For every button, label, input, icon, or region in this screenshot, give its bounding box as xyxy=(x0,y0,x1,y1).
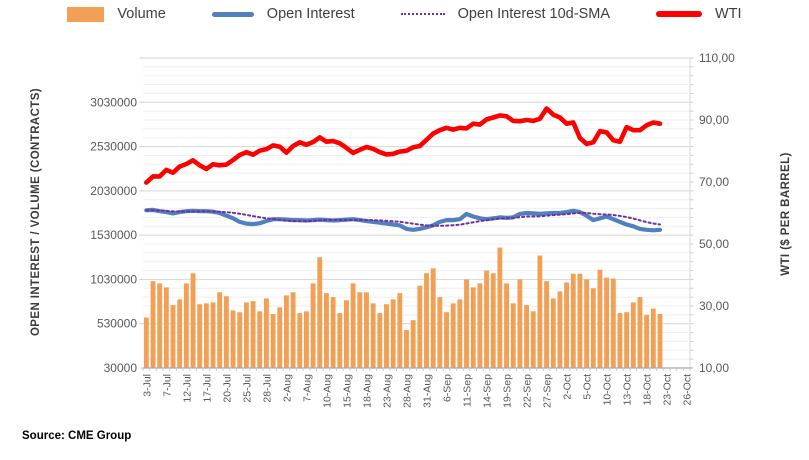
svg-text:1030000: 1030000 xyxy=(90,272,137,286)
svg-text:110,00: 110,00 xyxy=(699,51,735,65)
legend-item-open-interest: Open Interest xyxy=(211,6,355,22)
svg-text:17-Jul: 17-Jul xyxy=(201,374,213,403)
svg-text:7-Aug: 7-Aug xyxy=(301,374,313,402)
svg-text:18-Oct: 18-Oct xyxy=(642,374,654,406)
svg-text:2030000: 2030000 xyxy=(90,184,137,198)
svg-text:19-Sep: 19-Sep xyxy=(502,374,514,408)
svg-text:31-Aug: 31-Aug xyxy=(422,374,434,408)
svg-text:6-Sep: 6-Sep xyxy=(442,374,454,402)
svg-text:2-Aug: 2-Aug xyxy=(281,374,293,402)
legend-label-volume: Volume xyxy=(117,6,166,22)
svg-text:1530000: 1530000 xyxy=(90,228,137,242)
svg-text:30,00: 30,00 xyxy=(699,299,729,313)
svg-text:13-Oct: 13-Oct xyxy=(622,374,634,406)
legend-label-open-interest-sma: Open Interest 10d-SMA xyxy=(457,6,610,22)
svg-text:10-Aug: 10-Aug xyxy=(321,374,333,408)
svg-text:18-Aug: 18-Aug xyxy=(361,374,373,408)
y-axis-left-title: OPEN INTEREST / VOLUME (CONTRACTS) xyxy=(30,87,42,337)
y-axis-right-title: WTI ($ PER BARREL) xyxy=(780,152,792,276)
svg-text:10,00: 10,00 xyxy=(699,361,729,375)
svg-text:25-Jul: 25-Jul xyxy=(241,374,253,403)
legend-item-volume: Volume xyxy=(67,6,166,22)
svg-text:90,00: 90,00 xyxy=(699,113,729,127)
svg-text:7-Jul: 7-Jul xyxy=(161,374,173,397)
svg-text:2-Oct: 2-Oct xyxy=(562,374,574,400)
svg-text:12-Jul: 12-Jul xyxy=(181,374,193,403)
chart-legend: Volume Open Interest Open Interest 10d-S… xyxy=(0,6,809,22)
svg-text:23-Oct: 23-Oct xyxy=(662,374,674,406)
svg-text:20-Jul: 20-Jul xyxy=(221,374,233,403)
svg-text:10-Oct: 10-Oct xyxy=(602,374,614,406)
legend-item-open-interest-sma: Open Interest 10d-SMA xyxy=(400,6,610,22)
svg-text:28-Jul: 28-Jul xyxy=(261,374,273,403)
svg-text:15-Aug: 15-Aug xyxy=(341,374,353,408)
svg-text:5-Oct: 5-Oct xyxy=(582,374,594,400)
svg-text:70,00: 70,00 xyxy=(699,175,729,189)
legend-label-open-interest: Open Interest xyxy=(266,6,355,22)
svg-text:530000: 530000 xyxy=(97,317,137,331)
svg-text:50,00: 50,00 xyxy=(699,237,729,251)
svg-text:3-Jul: 3-Jul xyxy=(141,374,153,397)
svg-text:30000: 30000 xyxy=(104,361,138,375)
svg-text:23-Aug: 23-Aug xyxy=(381,374,393,408)
svg-text:3030000: 3030000 xyxy=(90,95,137,109)
svg-text:11-Sep: 11-Sep xyxy=(462,374,474,407)
svg-text:2530000: 2530000 xyxy=(90,140,137,154)
svg-text:28-Aug: 28-Aug xyxy=(401,374,413,408)
legend-label-wti: WTI xyxy=(714,6,742,22)
svg-text:27-Sep: 27-Sep xyxy=(542,374,554,408)
open-interest-swatch-icon xyxy=(211,11,254,17)
open-interest-sma-swatch-icon xyxy=(400,13,445,15)
wti-swatch-icon xyxy=(655,11,702,17)
source-note: Source: CME Group xyxy=(22,430,132,442)
svg-text:26-Oct: 26-Oct xyxy=(682,374,694,406)
svg-text:22-Sep: 22-Sep xyxy=(522,374,534,408)
volume-swatch-icon xyxy=(67,6,105,22)
svg-text:14-Sep: 14-Sep xyxy=(482,374,494,408)
legend-item-wti: WTI xyxy=(655,6,742,22)
